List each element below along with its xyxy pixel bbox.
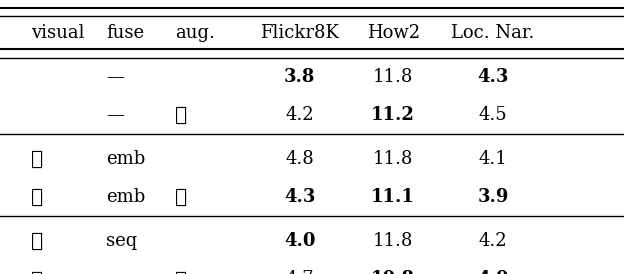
- Text: How2: How2: [366, 24, 420, 42]
- Text: 4.8: 4.8: [285, 150, 314, 168]
- Text: Loc. Nar.: Loc. Nar.: [451, 24, 535, 42]
- Text: ✓: ✓: [175, 270, 187, 274]
- Text: ✓: ✓: [175, 187, 187, 207]
- Text: ✓: ✓: [31, 270, 43, 274]
- Text: ✓: ✓: [31, 149, 43, 169]
- Text: —: —: [106, 68, 124, 86]
- Text: ✓: ✓: [31, 187, 43, 207]
- Text: 4.0: 4.0: [477, 270, 509, 274]
- Text: 11.8: 11.8: [373, 68, 413, 86]
- Text: seq: seq: [106, 232, 137, 250]
- Text: 11.1: 11.1: [371, 188, 415, 206]
- Text: ✓: ✓: [31, 231, 43, 251]
- Text: aug.: aug.: [175, 24, 215, 42]
- Text: 11.2: 11.2: [371, 106, 415, 124]
- Text: visual: visual: [31, 24, 85, 42]
- Text: 4.3: 4.3: [284, 188, 315, 206]
- Text: seq: seq: [106, 270, 137, 274]
- Text: 4.1: 4.1: [479, 150, 507, 168]
- Text: 4.2: 4.2: [479, 232, 507, 250]
- Text: Flickr8K: Flickr8K: [260, 24, 339, 42]
- Text: 3.8: 3.8: [284, 68, 315, 86]
- Text: 4.0: 4.0: [284, 232, 315, 250]
- Text: —: —: [106, 106, 124, 124]
- Text: ✓: ✓: [175, 105, 187, 125]
- Text: fuse: fuse: [106, 24, 144, 42]
- Text: 11.8: 11.8: [373, 150, 413, 168]
- Text: 11.8: 11.8: [373, 232, 413, 250]
- Text: 4.3: 4.3: [477, 68, 509, 86]
- Text: 3.9: 3.9: [477, 188, 509, 206]
- Text: 4.5: 4.5: [479, 106, 507, 124]
- Text: 4.2: 4.2: [285, 106, 314, 124]
- Text: emb: emb: [106, 150, 145, 168]
- Text: emb: emb: [106, 188, 145, 206]
- Text: 10.8: 10.8: [371, 270, 415, 274]
- Text: 4.7: 4.7: [285, 270, 314, 274]
